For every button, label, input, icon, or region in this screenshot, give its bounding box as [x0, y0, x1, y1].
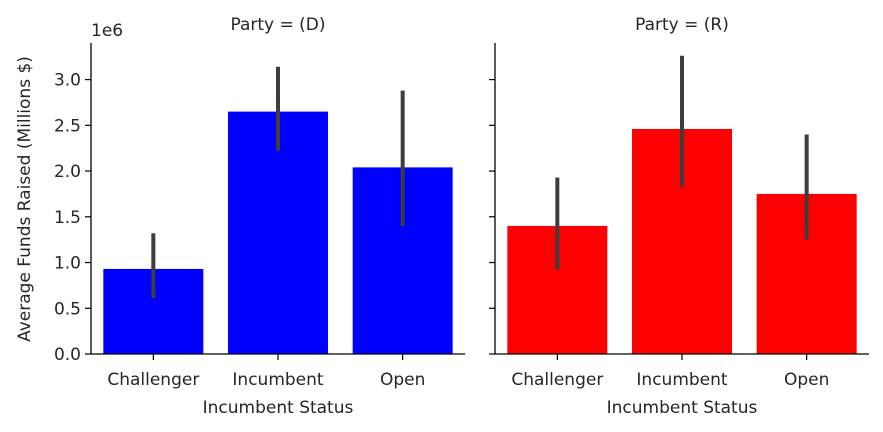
- y-axis-label: Average Funds Raised (Millions $): [15, 56, 35, 342]
- y-tick-label: 1.0: [54, 254, 81, 274]
- panel-title: Party = (D): [230, 15, 325, 35]
- x-tick-label: Challenger: [107, 370, 199, 390]
- y-tick-label: 0.0: [54, 345, 81, 365]
- x-tick-label: Incumbent: [636, 370, 727, 390]
- x-axis-label: Incumbent Status: [607, 398, 758, 418]
- y-tick-label: 1.5: [54, 208, 81, 228]
- x-tick-label: Incumbent: [232, 370, 323, 390]
- y-tick-label: 3.0: [54, 71, 81, 91]
- y-axis-offset-label: 1e6: [91, 21, 123, 41]
- x-axis-label: Incumbent Status: [203, 398, 354, 418]
- x-tick-label: Challenger: [511, 370, 603, 390]
- facet-panel-1: Party = (D) 0.0 0.5 1.0 1.5 2.0 2.5 3.0 Challeng…: [54, 15, 465, 418]
- x-tick-label: Open: [380, 370, 425, 390]
- facet-panels: Party = (D) 0.0 0.5 1.0 1.5 2.0 2.5 3.0 Challeng…: [54, 15, 869, 418]
- x-tick-label: Open: [784, 370, 829, 390]
- y-tick-label: 2.0: [54, 162, 81, 182]
- facet-panel-2: Party = (R) Challenger Incumbent Open Incumb…: [489, 15, 869, 418]
- y-tick-label: 2.5: [54, 116, 81, 136]
- panel-title: Party = (R): [635, 15, 729, 35]
- y-tick-label: 0.5: [54, 299, 81, 319]
- bar-incumbent: [228, 111, 328, 355]
